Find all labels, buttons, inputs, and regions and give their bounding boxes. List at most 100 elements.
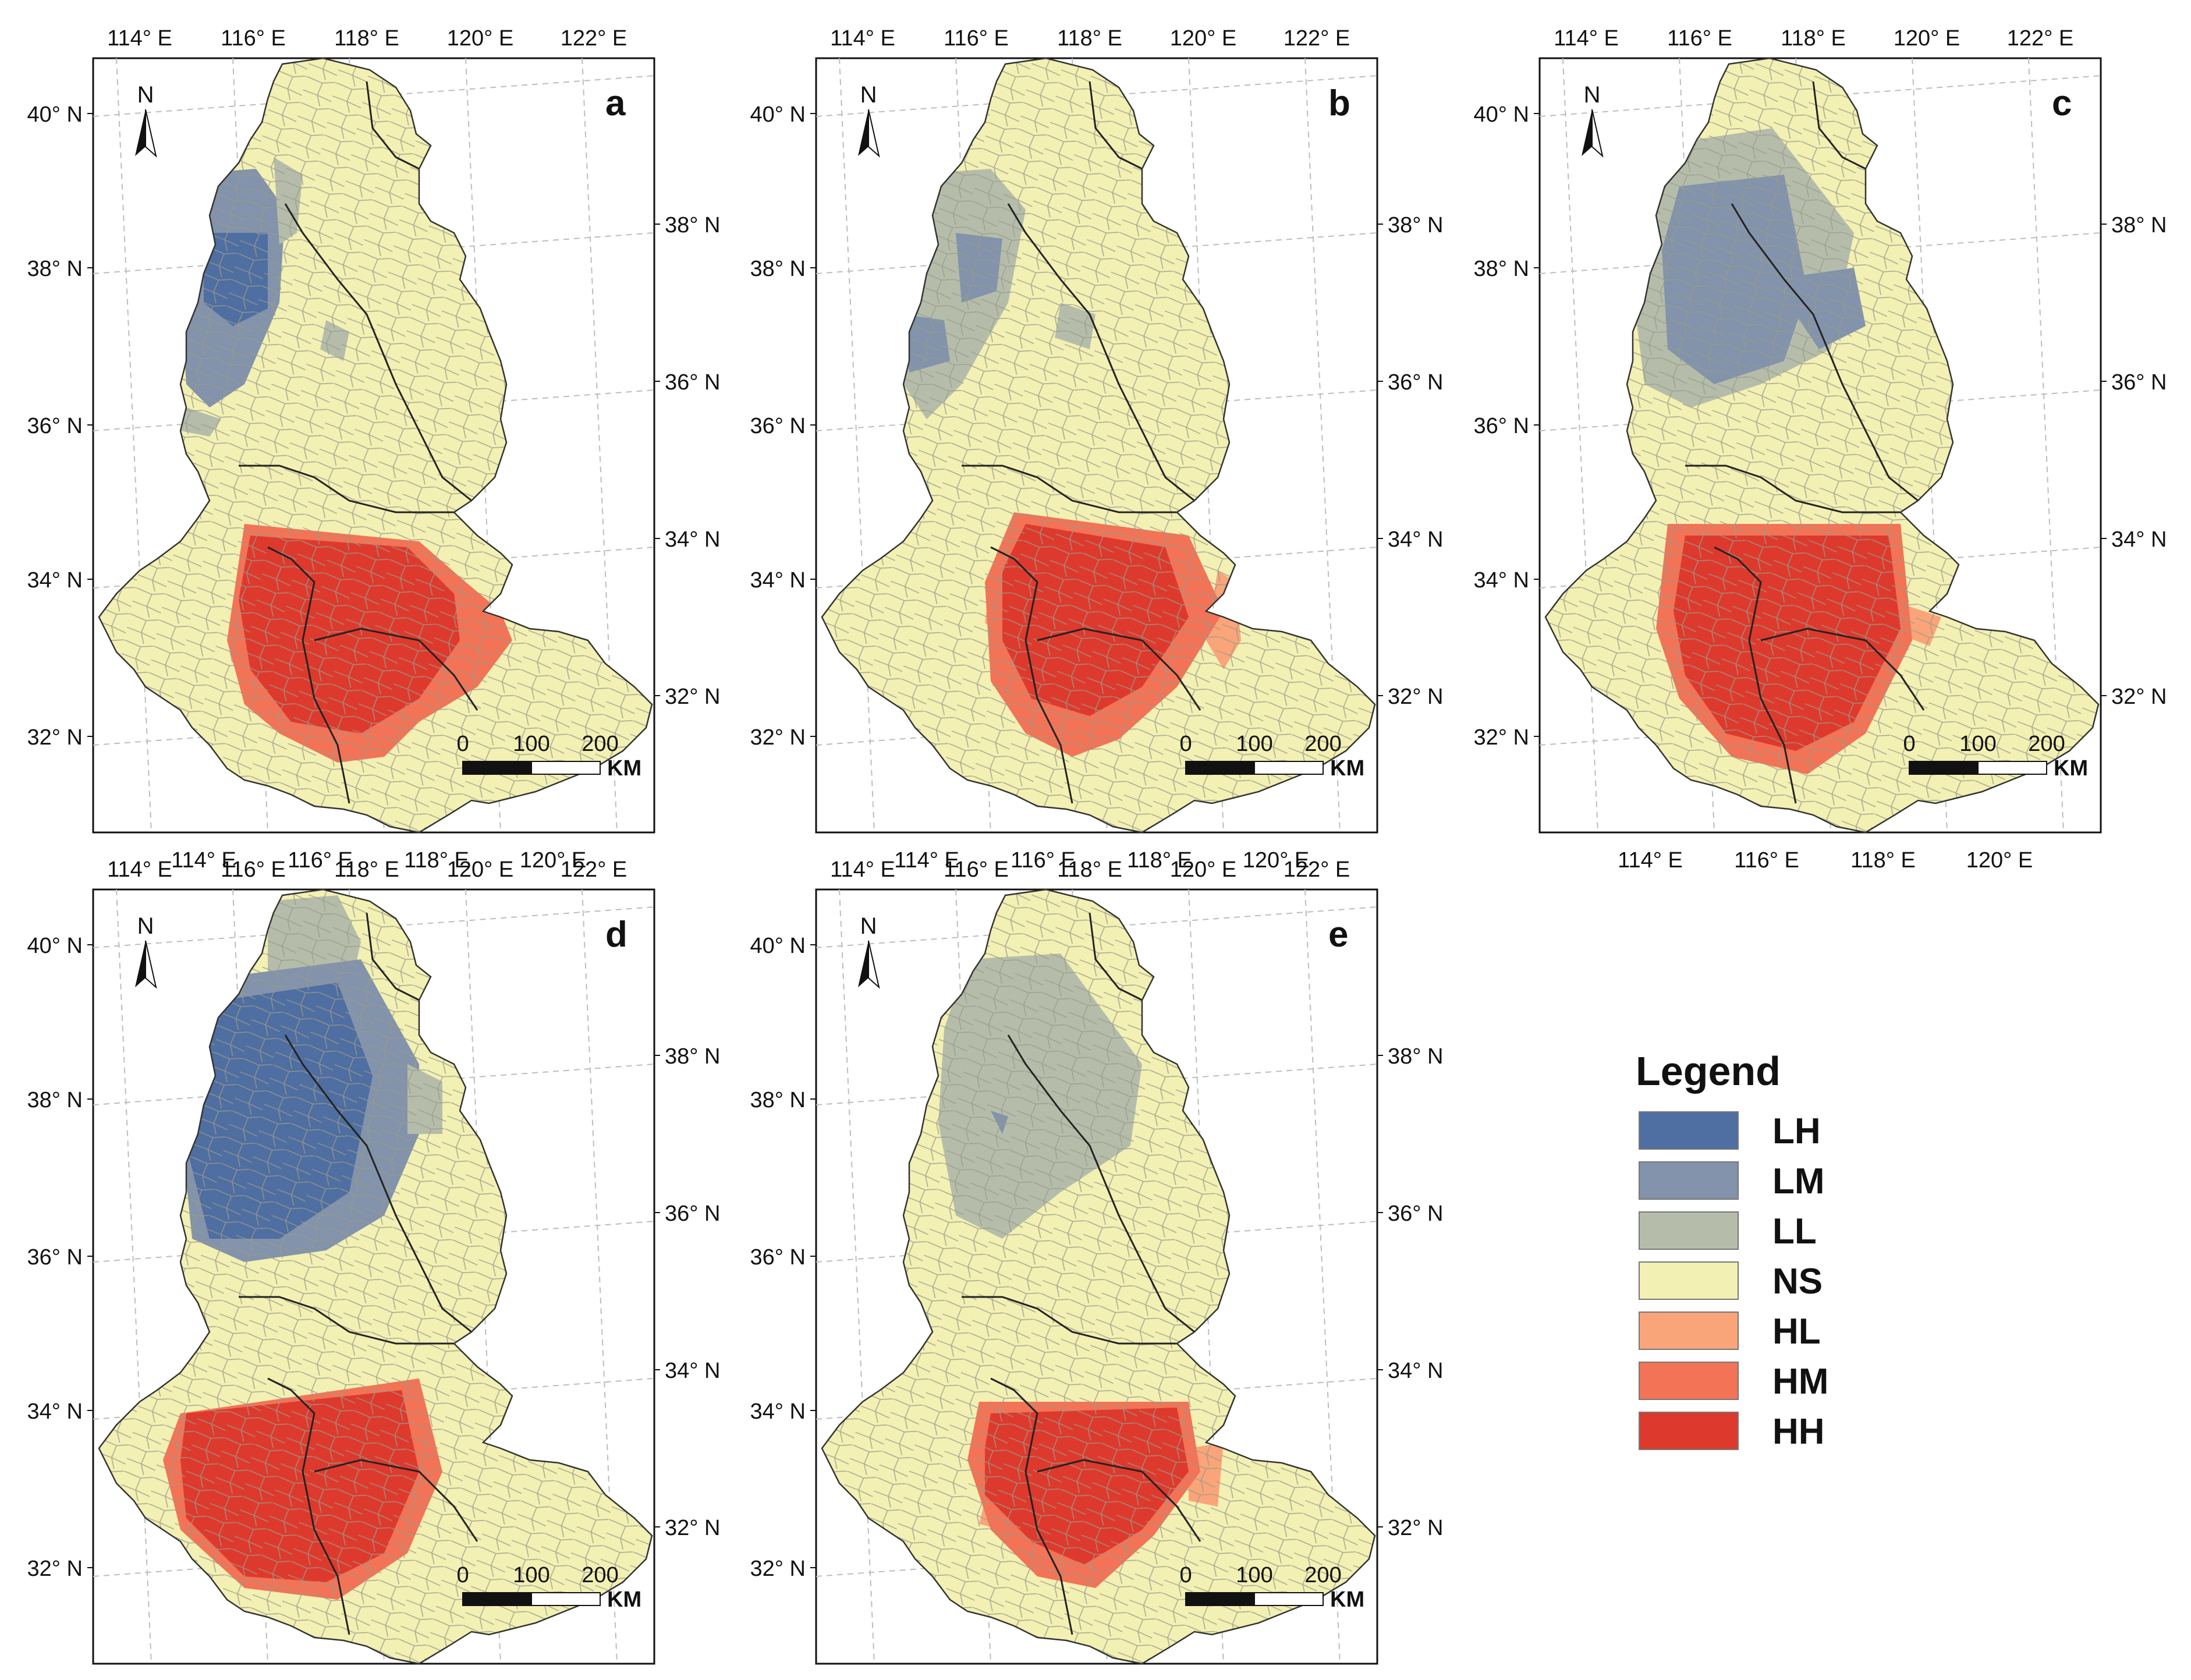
north-arrow-right	[868, 109, 880, 158]
legend-swatch	[1639, 1312, 1739, 1350]
axis-label-top: 120° E	[1170, 26, 1237, 51]
scale-segment-white	[531, 761, 601, 775]
axis-label-right: 32° N	[1388, 1516, 1443, 1540]
axis-label-right: 34° N	[1388, 527, 1443, 552]
axis-label-bottom: 116° E	[1734, 848, 1799, 873]
scale-tick-label: 200	[582, 1563, 618, 1587]
legend-swatch	[1639, 1111, 1739, 1150]
axis-label-left: 32° N	[27, 1557, 83, 1581]
scale-tick-label: 0	[1179, 732, 1192, 756]
legend-item-hm: HM	[1639, 1362, 1828, 1402]
axis-label-left: 34° N	[1474, 568, 1529, 593]
province-boundary	[314, 1459, 478, 1542]
axis-label-left: 36° N	[750, 1245, 806, 1270]
axis-label-left: 32° N	[27, 725, 83, 750]
axis-label-left: 38° N	[27, 257, 83, 281]
axis-label-left: 32° N	[1474, 725, 1529, 750]
north-label: N	[137, 82, 154, 108]
scale-segment-white	[1254, 1592, 1324, 1606]
legend-label: HH	[1772, 1412, 1825, 1452]
north-arrow: N	[1582, 82, 1604, 158]
province-boundary	[1007, 1034, 1195, 1333]
axis-label-left: 32° N	[750, 725, 806, 750]
axis-label-top: 122° E	[1284, 857, 1350, 882]
axis-label-left: 38° N	[1474, 257, 1529, 281]
axis-label-bottom: 120° E	[1966, 848, 2033, 873]
axis-label-bottom: 114° E	[171, 848, 236, 873]
axis-label-left: 40° N	[1474, 102, 1529, 127]
panel-label: a	[605, 83, 626, 123]
axis-label-bottom: 116° E	[288, 848, 353, 873]
scale-tick-label: 100	[513, 1563, 549, 1587]
axis-label-right: 32° N	[2111, 685, 2167, 709]
axis-label-right: 36° N	[1388, 370, 1443, 395]
legend-item-lh: LH	[1639, 1111, 1821, 1151]
scale-tick-label: 100	[1236, 732, 1272, 756]
scale-unit: KM	[607, 756, 641, 781]
north-arrow: N	[858, 82, 880, 158]
axis-label-top: 116° E	[221, 26, 286, 51]
axis-label-bottom: 114° E	[1618, 848, 1683, 873]
legend-item-ns: NS	[1639, 1261, 1823, 1302]
scale-tick-label: 200	[2028, 732, 2065, 756]
legend-label: HL	[1772, 1312, 1821, 1352]
province-boundary	[267, 546, 350, 804]
north-arrow-right	[145, 940, 157, 989]
axis-label-left: 40° N	[27, 102, 83, 127]
axis-label-right: 36° N	[665, 370, 720, 395]
legend-item-lm: LM	[1639, 1161, 1825, 1201]
province-boundary	[962, 1296, 1177, 1345]
province-boundary	[1685, 465, 1901, 513]
legend-swatch	[1639, 1412, 1739, 1450]
scale-tick-label: 100	[1959, 732, 1996, 756]
province-boundary	[990, 1377, 1073, 1635]
axis-label-top: 116° E	[944, 857, 1009, 882]
north-arrow: N	[858, 913, 880, 989]
scale-tick-label: 200	[1304, 1563, 1341, 1587]
scale-segment-white	[1254, 761, 1324, 775]
scale-tick-label: 100	[1236, 1563, 1272, 1587]
panel-label: e	[1328, 915, 1348, 955]
axis-label-bottom: 118° E	[1850, 848, 1916, 873]
north-label: N	[860, 82, 877, 108]
north-arrow-left	[1582, 109, 1592, 156]
scale-segment-black	[1185, 1592, 1255, 1606]
scale-segment-black	[1909, 761, 1979, 775]
scale-tick-label: 0	[456, 732, 469, 756]
legend-swatch	[1639, 1362, 1739, 1400]
north-arrow: N	[135, 913, 157, 989]
province-boundary	[1089, 912, 1143, 1001]
scale-segment-black	[1185, 761, 1255, 775]
axis-label-top: 116° E	[1667, 26, 1732, 51]
axis-label-left: 36° N	[27, 1245, 83, 1270]
province-boundary	[314, 628, 478, 711]
scale-tick-label: 200	[1304, 732, 1341, 756]
axis-label-left: 34° N	[750, 568, 806, 593]
legend-label: LM	[1772, 1161, 1825, 1201]
axis-label-left: 38° N	[27, 1088, 83, 1112]
scale-segment-black	[462, 1592, 532, 1606]
axis-label-top: 122° E	[1284, 26, 1350, 51]
legend-swatch	[1639, 1161, 1739, 1200]
region-outline	[98, 57, 653, 834]
axis-label-left: 40° N	[750, 934, 806, 958]
scale-segment-white	[531, 1592, 601, 1606]
axis-label-top: 120° E	[1894, 26, 1960, 51]
axis-label-bottom: 120° E	[520, 848, 587, 873]
panel-label: d	[605, 915, 627, 955]
axis-label-right: 36° N	[1388, 1201, 1443, 1226]
axis-label-right: 32° N	[1388, 685, 1443, 709]
province-boundary	[1812, 81, 1866, 170]
legend-label: NS	[1772, 1261, 1823, 1302]
axis-label-left: 34° N	[27, 1399, 83, 1424]
north-arrow-left	[858, 109, 868, 156]
axis-label-bottom: 120° E	[1243, 848, 1310, 873]
axis-label-right: 38° N	[2111, 213, 2167, 238]
